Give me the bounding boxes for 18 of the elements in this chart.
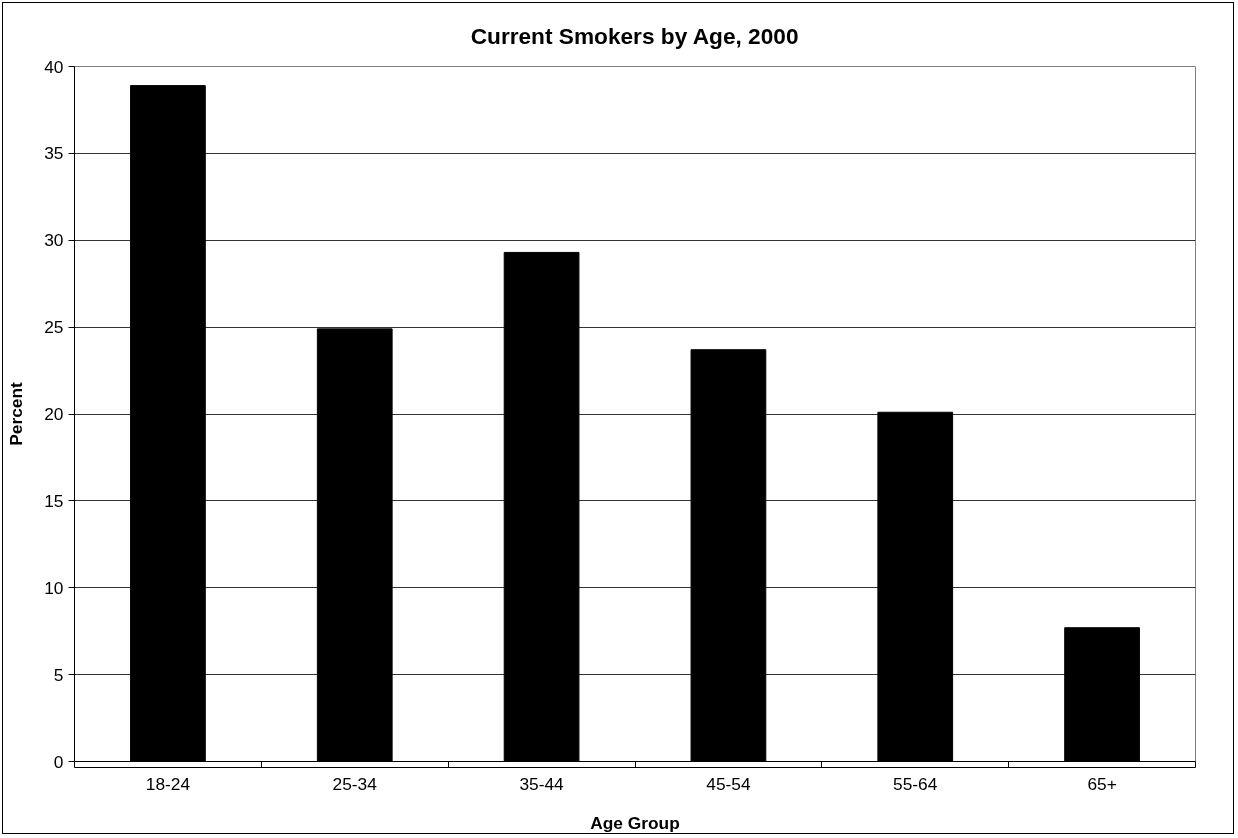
y-tick-label: 15 [44,490,64,511]
y-tick-label: 20 [44,404,64,424]
y-tick-label: 30 [44,230,64,251]
x-tick-label: 25-34 [332,773,378,794]
y-tick-label: 35 [44,143,64,164]
y-axis-title: Percent [6,381,27,446]
y-tick-label: 0 [53,751,64,772]
y-tick-label: 5 [53,664,64,685]
x-axis-title: Age Group [590,812,680,833]
chart-title: Current Smokers by Age, 2000 [470,23,799,49]
x-tick-label: 35-44 [519,773,565,794]
x-tick-label: 65+ [1087,773,1117,794]
x-tick-label: 45-54 [706,773,751,794]
x-tick-label: 55-64 [893,773,938,794]
x-tick-label: 18-24 [145,773,191,794]
y-tick-label: 25 [44,317,64,338]
y-tick-label: 40 [44,56,64,77]
y-tick-label: 10 [44,577,64,598]
